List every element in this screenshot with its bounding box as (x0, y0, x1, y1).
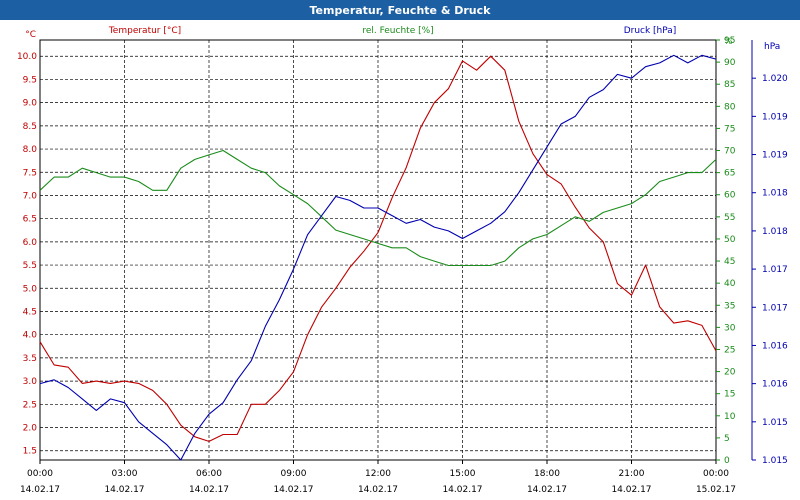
pressure-tick-label: 1.019 (762, 151, 788, 161)
legend-temperature: Temperatur [°C] (108, 26, 181, 36)
pressure-tick-label: 1.018 (762, 189, 788, 199)
temperature-tick-label: 3.0 (23, 377, 38, 387)
temperature-series-line (39, 55, 717, 442)
temperature-tick-label: 9.0 (23, 99, 38, 109)
pressure-tick-label: 1.017 (762, 303, 788, 313)
x-tick-date: 15.02.17 (696, 485, 736, 495)
legend-humidity: rel. Feuchte [%] (362, 26, 433, 36)
x-tick-date: 14.02.17 (442, 485, 482, 495)
temperature-tick-label: 3.5 (23, 354, 37, 364)
x-tick-time: 00:00 (703, 469, 729, 479)
x-tick-date: 14.02.17 (611, 485, 651, 495)
humidity-tick-label: 60 (724, 191, 736, 201)
x-tick-date: 14.02.17 (20, 485, 60, 495)
humidity-tick-label: 25 (724, 345, 735, 355)
x-tick-time: 09:00 (281, 469, 307, 479)
humidity-tick-label: 85 (724, 80, 735, 90)
temperature-tick-label: 6.0 (23, 238, 38, 248)
humidity-tick-label: 40 (724, 279, 736, 289)
temperature-tick-label: 8.0 (23, 145, 38, 155)
temperature-tick-label: 8.5 (23, 122, 37, 132)
chart-area: 1.5 2.0 2.5 3.0 3.5 4.0 4.5 5.0 5.5 6.0 6.5 7.0 7.5 8… (17, 26, 788, 495)
pressure-tick-label: 1.015 (762, 456, 788, 466)
temperature-tick-label: 6.5 (23, 215, 37, 225)
pressure-series-line (39, 54, 717, 461)
pressure-tick-label: 1.018 (762, 227, 788, 237)
x-tick-date: 14.02.17 (527, 485, 567, 495)
x-tick-time: 03:00 (112, 469, 138, 479)
humidity-tick-label: 45 (724, 257, 735, 267)
x-tick-date: 14.02.17 (104, 485, 144, 495)
pressure-unit: hPa (764, 42, 780, 52)
humidity-tick-label: 20 (724, 368, 736, 378)
humidity-tick-label: 5 (724, 434, 730, 444)
x-tick-time: 06:00 (196, 469, 222, 479)
temperature-tick-label: 2.5 (23, 400, 37, 410)
humidity-tick-label: 75 (724, 124, 735, 134)
temperature-tick-label: 7.0 (23, 191, 38, 201)
temperature-tick-label: 4.0 (23, 331, 38, 341)
x-tick-time: 18:00 (534, 469, 560, 479)
humidity-tick-label: 10 (724, 412, 736, 422)
pressure-tick-label: 1.015 (762, 418, 788, 428)
legend-pressure: Druck [hPa] (624, 26, 677, 36)
x-tick-time: 15:00 (450, 469, 476, 479)
humidity-tick-label: 35 (724, 301, 735, 311)
x-tick-time: 12:00 (365, 469, 391, 479)
humidity-tick-label: 80 (724, 102, 736, 112)
temperature-tick-label: 4.5 (23, 307, 37, 317)
humidity-tick-label: 0 (724, 456, 730, 466)
temperature-unit: °C (25, 30, 36, 40)
temperature-tick-label: 1.5 (23, 447, 37, 457)
temperature-tick-label: 2.0 (23, 424, 38, 434)
humidity-tick-label: 95 (724, 36, 735, 46)
x-tick-time: 21:00 (619, 469, 645, 479)
humidity-series-line (39, 149, 717, 267)
window-title: Temperatur, Feuchte & Druck (0, 0, 800, 20)
humidity-tick-label: 90 (724, 58, 736, 68)
humidity-tick-label: 30 (724, 323, 736, 333)
pressure-tick-label: 1.017 (762, 265, 788, 275)
x-tick-date: 14.02.17 (358, 485, 398, 495)
temperature-tick-label: 7.5 (23, 168, 37, 178)
pressure-tick-label: 1.016 (762, 341, 788, 351)
temperature-tick-label: 10.0 (17, 52, 37, 62)
humidity-tick-label: 55 (724, 213, 735, 223)
humidity-tick-label: 65 (724, 169, 735, 179)
humidity-tick-label: 15 (724, 390, 735, 400)
x-tick-date: 14.02.17 (273, 485, 313, 495)
humidity-unit: % (724, 37, 733, 47)
temperature-tick-label: 9.5 (23, 75, 37, 85)
x-tick-date: 14.02.17 (189, 485, 229, 495)
temperature-tick-label: 5.5 (23, 261, 37, 271)
pressure-tick-label: 1.016 (762, 380, 788, 390)
temperature-tick-label: 5.0 (23, 284, 38, 294)
pressure-tick-label: 1.020 (762, 74, 788, 84)
x-tick-time: 00:00 (27, 469, 53, 479)
humidity-tick-label: 50 (724, 235, 736, 245)
pressure-tick-label: 1.019 (762, 112, 788, 122)
humidity-tick-label: 70 (724, 147, 736, 157)
